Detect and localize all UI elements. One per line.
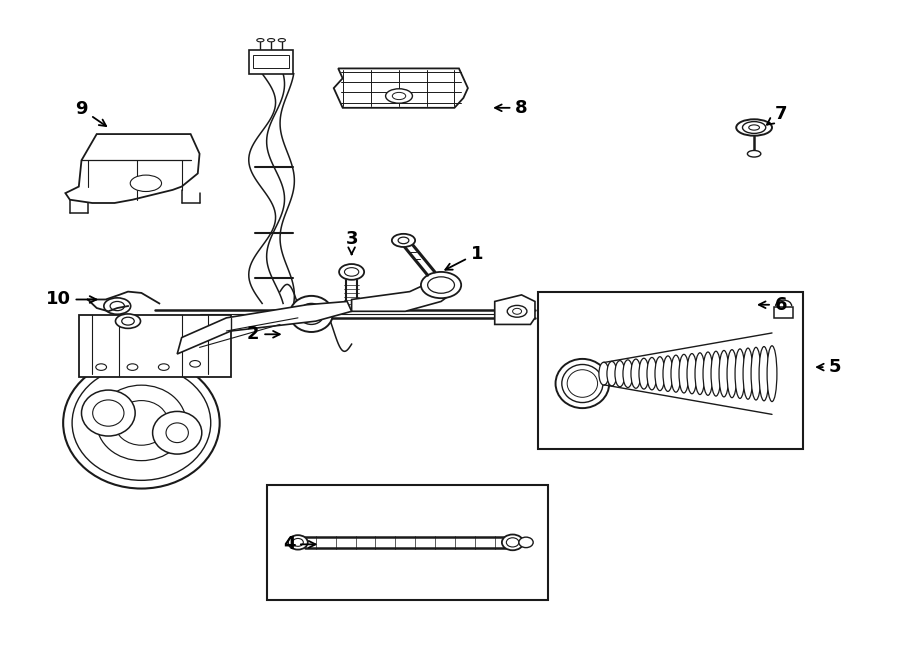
- Ellipse shape: [288, 535, 308, 549]
- Ellipse shape: [639, 358, 649, 389]
- Ellipse shape: [736, 119, 772, 136]
- Ellipse shape: [385, 89, 412, 103]
- Ellipse shape: [256, 38, 264, 42]
- Ellipse shape: [623, 360, 633, 387]
- Ellipse shape: [290, 296, 333, 332]
- Ellipse shape: [513, 308, 522, 314]
- Ellipse shape: [742, 122, 766, 134]
- Ellipse shape: [398, 237, 409, 244]
- Text: 5: 5: [817, 358, 841, 376]
- Ellipse shape: [752, 348, 760, 400]
- Ellipse shape: [598, 362, 608, 385]
- Ellipse shape: [607, 361, 616, 386]
- Ellipse shape: [767, 346, 777, 402]
- Ellipse shape: [615, 361, 625, 387]
- Ellipse shape: [339, 264, 365, 280]
- Ellipse shape: [392, 234, 415, 247]
- Bar: [537, 292, 804, 449]
- Ellipse shape: [166, 423, 188, 443]
- Text: 1: 1: [446, 244, 483, 269]
- Ellipse shape: [703, 305, 719, 317]
- Polygon shape: [66, 134, 200, 203]
- Ellipse shape: [719, 350, 729, 397]
- Ellipse shape: [562, 365, 603, 402]
- Ellipse shape: [63, 357, 220, 489]
- Ellipse shape: [306, 309, 317, 318]
- Ellipse shape: [703, 352, 713, 395]
- Ellipse shape: [631, 360, 644, 368]
- Bar: [266, 485, 548, 600]
- Ellipse shape: [153, 411, 202, 454]
- Text: 7: 7: [767, 105, 788, 124]
- Polygon shape: [352, 277, 459, 311]
- Ellipse shape: [743, 348, 753, 399]
- Ellipse shape: [695, 353, 705, 395]
- Ellipse shape: [519, 537, 533, 547]
- Text: 8: 8: [495, 99, 528, 117]
- Polygon shape: [629, 310, 707, 356]
- Polygon shape: [177, 301, 352, 354]
- Ellipse shape: [507, 538, 519, 547]
- Ellipse shape: [704, 336, 718, 343]
- Text: 4: 4: [283, 536, 316, 553]
- Ellipse shape: [104, 298, 130, 314]
- Ellipse shape: [292, 538, 303, 546]
- Ellipse shape: [122, 317, 134, 325]
- Ellipse shape: [278, 38, 285, 42]
- Text: 10: 10: [46, 291, 96, 308]
- Bar: [248, 50, 293, 73]
- Ellipse shape: [267, 38, 274, 42]
- Ellipse shape: [190, 361, 201, 367]
- Ellipse shape: [631, 359, 641, 389]
- Ellipse shape: [127, 364, 138, 370]
- Ellipse shape: [115, 314, 140, 328]
- Ellipse shape: [698, 302, 724, 320]
- Ellipse shape: [508, 305, 526, 317]
- Ellipse shape: [679, 354, 688, 393]
- Ellipse shape: [96, 385, 186, 461]
- Ellipse shape: [727, 350, 737, 398]
- Ellipse shape: [711, 352, 721, 396]
- Ellipse shape: [93, 400, 124, 426]
- Ellipse shape: [392, 93, 406, 99]
- Ellipse shape: [747, 150, 760, 157]
- Ellipse shape: [655, 357, 665, 391]
- Polygon shape: [627, 356, 652, 370]
- Ellipse shape: [110, 301, 124, 310]
- Ellipse shape: [72, 365, 211, 481]
- Bar: [774, 307, 794, 318]
- Ellipse shape: [671, 355, 680, 392]
- Ellipse shape: [158, 364, 169, 370]
- Ellipse shape: [502, 534, 523, 550]
- Ellipse shape: [345, 267, 359, 276]
- Ellipse shape: [428, 277, 454, 293]
- Ellipse shape: [114, 401, 168, 446]
- Bar: [79, 314, 231, 377]
- Polygon shape: [495, 295, 535, 324]
- Ellipse shape: [555, 359, 609, 408]
- Polygon shape: [334, 68, 468, 108]
- Ellipse shape: [130, 175, 161, 191]
- Text: 2: 2: [247, 325, 280, 344]
- Text: 6: 6: [759, 296, 788, 314]
- Ellipse shape: [95, 364, 106, 370]
- Ellipse shape: [647, 357, 657, 390]
- Bar: [253, 56, 289, 68]
- Text: 3: 3: [346, 230, 358, 254]
- Ellipse shape: [421, 272, 461, 298]
- Ellipse shape: [759, 346, 769, 401]
- Ellipse shape: [687, 354, 697, 394]
- Ellipse shape: [663, 356, 673, 391]
- Ellipse shape: [567, 370, 598, 397]
- Ellipse shape: [735, 349, 745, 399]
- Text: 9: 9: [76, 100, 106, 126]
- Ellipse shape: [299, 303, 324, 324]
- Ellipse shape: [749, 125, 760, 130]
- Ellipse shape: [82, 390, 135, 436]
